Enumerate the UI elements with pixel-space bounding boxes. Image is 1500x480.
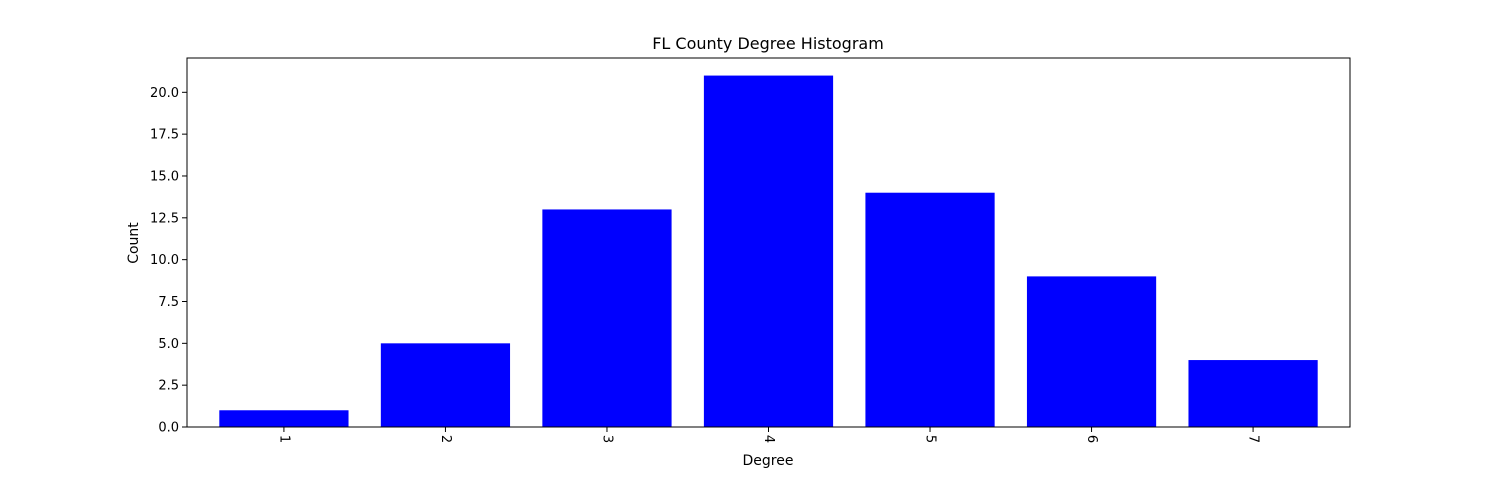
- bar-degree-6: [1026, 276, 1157, 427]
- y-tick-label: 2.5: [158, 379, 179, 394]
- x-tick-label: 4: [761, 435, 776, 443]
- x-tick-label: 3: [599, 435, 614, 443]
- bar-degree-2: [380, 343, 511, 427]
- y-tick-label: 10.0: [150, 253, 179, 268]
- bar-degree-1: [219, 410, 349, 427]
- x-tick-label: 2: [438, 435, 453, 443]
- bar-degree-5: [865, 192, 995, 427]
- y-ticks-group: 0.0 2.5 5.0 7.5 10.0 12.5 15.0 17.5 20.0: [150, 86, 187, 436]
- x-tick-label: 5: [923, 435, 938, 443]
- y-tick-label: 0.0: [158, 421, 179, 436]
- y-tick-label: 15.0: [150, 169, 179, 184]
- x-axis-label: Degree: [743, 453, 794, 469]
- y-tick-label: 17.5: [150, 128, 179, 143]
- bar-degree-4: [703, 75, 834, 427]
- plot-frame: [186, 57, 1351, 428]
- y-tick-label: 5.0: [158, 337, 179, 352]
- y-tick-label: 20.0: [150, 86, 179, 101]
- x-ticks-group: 1 2 3 4 5 6 7: [276, 427, 1261, 443]
- chart-title: FL County Degree Histogram: [652, 34, 884, 53]
- y-axis-label: Count: [126, 222, 142, 264]
- bar-degree-7: [1188, 360, 1318, 427]
- x-tick-label: 1: [276, 435, 291, 443]
- x-tick-label: 7: [1246, 435, 1261, 443]
- x-tick-label: 6: [1084, 435, 1099, 443]
- bars-group: [219, 75, 1318, 427]
- y-tick-label: 12.5: [150, 211, 179, 226]
- bar-degree-3: [542, 209, 672, 427]
- y-tick-label: 7.5: [158, 295, 179, 310]
